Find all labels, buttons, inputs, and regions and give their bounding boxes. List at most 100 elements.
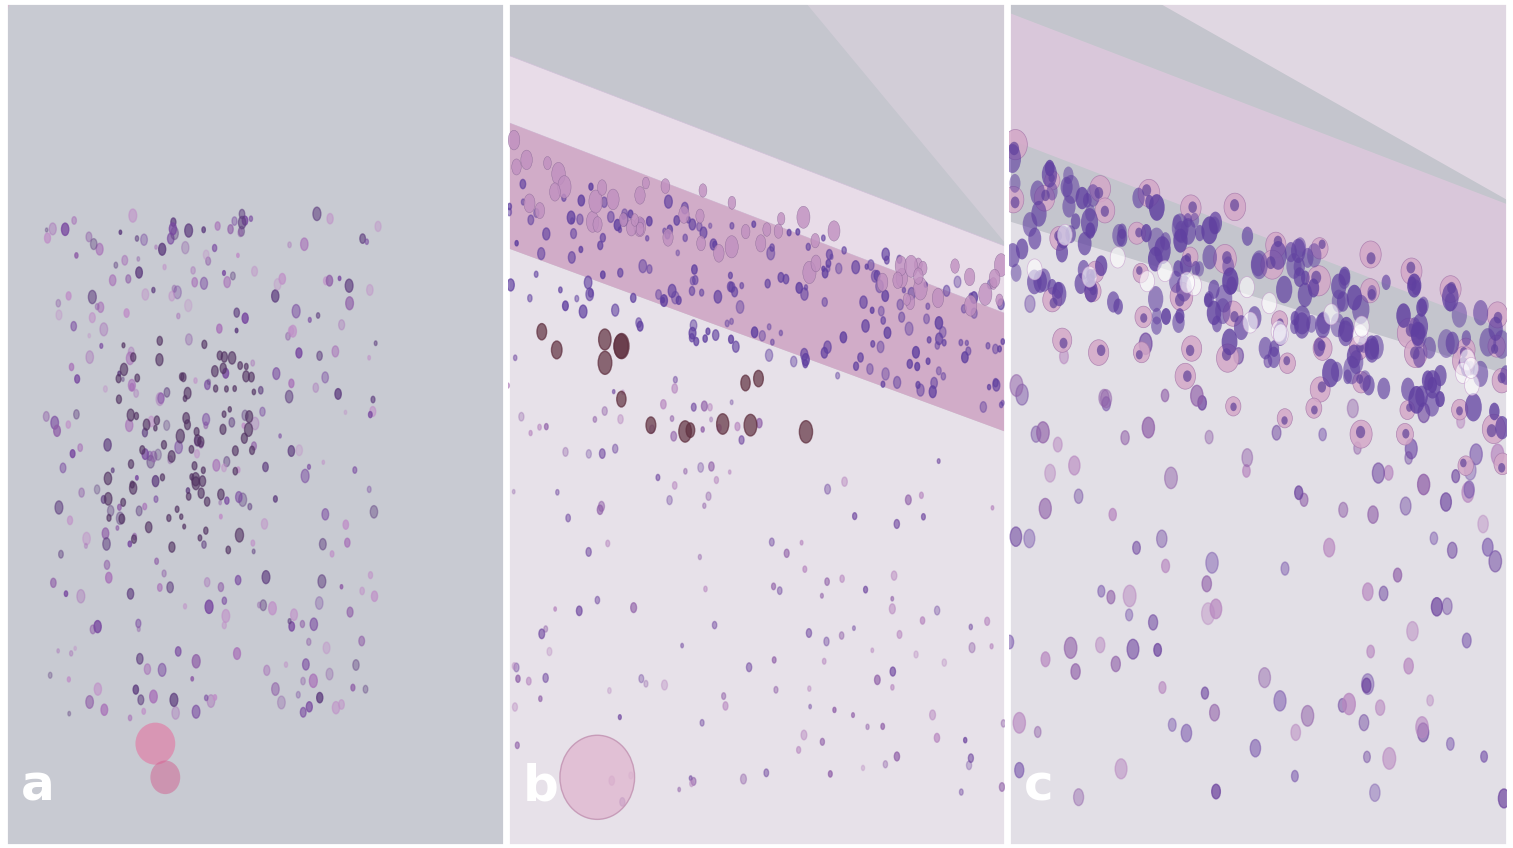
Ellipse shape <box>1053 328 1071 352</box>
Circle shape <box>1074 489 1083 504</box>
Circle shape <box>1041 652 1050 667</box>
Circle shape <box>935 734 940 742</box>
Circle shape <box>1272 426 1282 440</box>
Circle shape <box>717 424 722 432</box>
Circle shape <box>222 597 227 605</box>
Circle shape <box>697 463 704 472</box>
Circle shape <box>1242 226 1253 246</box>
Ellipse shape <box>1142 184 1151 197</box>
Circle shape <box>191 267 195 274</box>
Circle shape <box>136 506 142 516</box>
Circle shape <box>239 493 247 506</box>
Ellipse shape <box>1400 400 1415 420</box>
Circle shape <box>1344 355 1360 384</box>
Circle shape <box>74 253 79 258</box>
Circle shape <box>663 229 673 246</box>
Circle shape <box>1445 293 1456 311</box>
Circle shape <box>543 228 549 240</box>
Circle shape <box>242 423 245 428</box>
Circle shape <box>1209 280 1219 298</box>
Circle shape <box>575 295 578 302</box>
Polygon shape <box>483 46 1030 323</box>
Circle shape <box>195 435 201 446</box>
Circle shape <box>528 215 534 225</box>
Circle shape <box>1369 784 1380 801</box>
Circle shape <box>104 561 109 569</box>
Circle shape <box>91 625 95 633</box>
Ellipse shape <box>1223 251 1232 264</box>
Circle shape <box>811 233 820 248</box>
Circle shape <box>770 538 775 546</box>
Circle shape <box>269 602 277 615</box>
Circle shape <box>929 386 937 398</box>
Circle shape <box>198 437 204 447</box>
Ellipse shape <box>1223 349 1232 360</box>
Ellipse shape <box>1465 374 1480 395</box>
Circle shape <box>614 220 620 231</box>
Circle shape <box>528 294 533 302</box>
Circle shape <box>225 497 228 505</box>
Circle shape <box>274 496 277 502</box>
Circle shape <box>778 213 785 225</box>
Circle shape <box>103 538 110 550</box>
Circle shape <box>852 260 859 274</box>
Circle shape <box>369 572 372 578</box>
Circle shape <box>831 254 834 259</box>
Circle shape <box>1083 193 1092 208</box>
Circle shape <box>1269 340 1278 357</box>
Circle shape <box>94 621 101 633</box>
Circle shape <box>1422 337 1436 359</box>
Circle shape <box>289 326 297 338</box>
Circle shape <box>1348 399 1359 418</box>
Circle shape <box>661 179 670 193</box>
Circle shape <box>990 277 997 289</box>
Circle shape <box>1071 664 1080 679</box>
Circle shape <box>121 499 126 506</box>
Circle shape <box>1195 225 1204 241</box>
Circle shape <box>867 364 873 374</box>
Circle shape <box>1233 348 1244 364</box>
Circle shape <box>222 622 227 628</box>
Polygon shape <box>985 214 1513 848</box>
Circle shape <box>955 276 961 287</box>
Circle shape <box>289 379 294 388</box>
Circle shape <box>1474 300 1489 326</box>
Circle shape <box>690 776 691 780</box>
Circle shape <box>1176 308 1185 324</box>
Circle shape <box>248 372 254 382</box>
Circle shape <box>260 407 265 416</box>
Circle shape <box>1171 214 1189 242</box>
Circle shape <box>871 271 879 282</box>
Circle shape <box>864 586 867 593</box>
Ellipse shape <box>1230 311 1239 322</box>
Circle shape <box>150 451 157 462</box>
Circle shape <box>710 417 713 421</box>
Circle shape <box>840 332 847 343</box>
Circle shape <box>327 214 333 224</box>
Circle shape <box>714 291 722 303</box>
Circle shape <box>619 227 622 232</box>
Circle shape <box>100 343 103 349</box>
Circle shape <box>1452 470 1460 483</box>
Circle shape <box>543 626 548 632</box>
Circle shape <box>1483 538 1493 556</box>
Circle shape <box>1182 724 1192 742</box>
Ellipse shape <box>1136 350 1142 360</box>
Circle shape <box>513 703 517 711</box>
Circle shape <box>136 654 142 664</box>
Ellipse shape <box>1157 260 1173 282</box>
Circle shape <box>1300 494 1307 506</box>
Ellipse shape <box>1045 170 1061 190</box>
Ellipse shape <box>1262 293 1277 314</box>
Circle shape <box>65 591 68 596</box>
Ellipse shape <box>1260 250 1283 279</box>
Circle shape <box>646 236 649 241</box>
Circle shape <box>918 261 927 276</box>
Circle shape <box>669 284 676 298</box>
Circle shape <box>1071 214 1080 230</box>
Ellipse shape <box>1003 187 1024 213</box>
Circle shape <box>1148 615 1157 630</box>
Circle shape <box>1319 428 1327 441</box>
Circle shape <box>107 515 110 522</box>
Circle shape <box>1036 269 1050 292</box>
